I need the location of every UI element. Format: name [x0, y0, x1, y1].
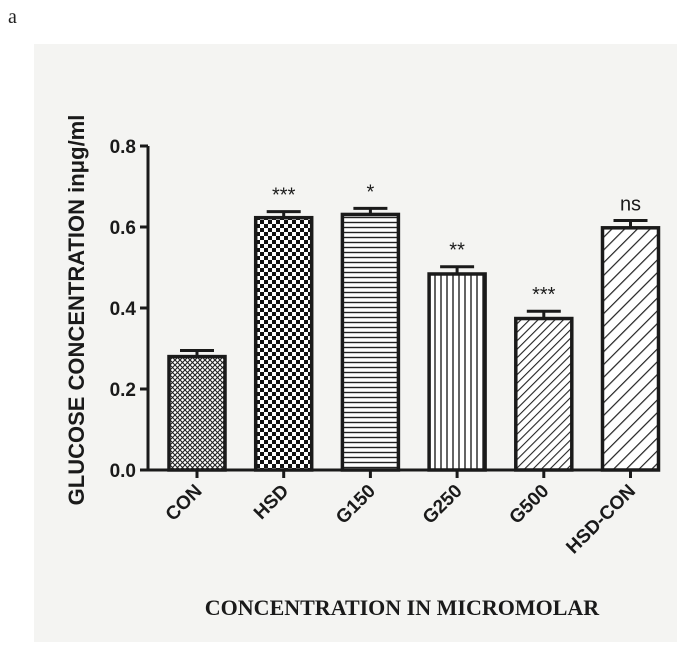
x-tick-label-g150: G150: [332, 481, 380, 529]
significance-label-g150: *: [367, 181, 375, 203]
bar-hsd-con: [600, 226, 661, 472]
x-axis-title: CONCENTRATION IN MICROMOLAR: [205, 595, 600, 620]
y-tick-label: 0.6: [110, 218, 136, 239]
x-tick-label-hsd-con: HSD-CON: [562, 481, 640, 559]
significance-label-g500: ***: [532, 284, 556, 306]
y-tick-label: 0.4: [110, 299, 137, 320]
x-tick-label-hsd: HSD: [250, 481, 293, 524]
y-ticks: 0.0 0.2 0.4 0.6 0.8: [110, 137, 148, 482]
bar-g250: [427, 272, 487, 472]
y-axis-title: GLUCOSE CONCENTRATION inμg/ml: [64, 115, 89, 506]
panel-label: a: [8, 6, 17, 28]
significance-label-hsd-con: ns: [620, 194, 641, 216]
significance-label-g250: **: [449, 240, 465, 262]
x-ticks: CON HSD G150 G250 G500 HSD-CON: [162, 470, 640, 558]
bar-con: [167, 354, 227, 472]
x-tick-label-g500: G500: [506, 481, 554, 529]
y-tick-label: 0.8: [110, 137, 136, 158]
bar-g500: [514, 316, 574, 472]
y-tick-label: 0.2: [110, 380, 136, 401]
bars: *** ******ns: [167, 181, 661, 472]
bar-hsd: [253, 215, 314, 472]
significance-label-hsd: ***: [272, 185, 296, 207]
y-tick-label: 0.0: [110, 461, 136, 482]
x-tick-label-g250: G250: [419, 481, 467, 529]
bar-g150: [340, 212, 401, 472]
x-tick-label-con: CON: [162, 481, 207, 526]
